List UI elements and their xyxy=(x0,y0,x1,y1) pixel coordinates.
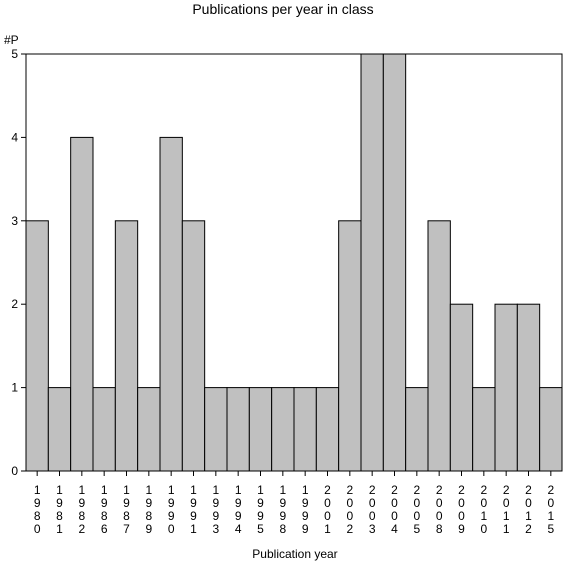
x-ticks-group: 1 9 8 0 1 9 8 1 1 9 8 2 1 9 8 6 1 9 8 7 1 9 8 9 1 9 9 0 1 9 9 1 1 9 9 3 1 9 9 4… xyxy=(34,471,554,536)
y-axis-label: #P xyxy=(4,33,19,47)
bar-2009 xyxy=(449,303,474,472)
bar-1991 xyxy=(181,220,206,472)
y-tick-label: 1 xyxy=(11,381,18,395)
bar-1994 xyxy=(226,387,250,472)
bar-1998 xyxy=(271,387,295,472)
bar-1980 xyxy=(25,220,49,472)
bar-1986 xyxy=(92,387,116,472)
bar-2001 xyxy=(315,387,340,472)
bar-1990 xyxy=(159,136,183,472)
bar-2002 xyxy=(338,220,362,472)
bar-2004 xyxy=(382,53,407,472)
y-tick-label: 2 xyxy=(11,297,18,311)
bar-2015 xyxy=(539,387,563,472)
plot-area-frame xyxy=(25,53,563,472)
bar-1993 xyxy=(204,387,228,472)
bar-2011 xyxy=(494,303,518,472)
bar-2005 xyxy=(405,387,429,472)
y-tick-label: 4 xyxy=(11,130,18,144)
bar-2008 xyxy=(427,220,451,472)
y-tick-label: 5 xyxy=(11,47,18,61)
y-ticks-group: 0 1 2 3 4 5 xyxy=(11,47,26,478)
y-tick-label: 0 xyxy=(11,464,18,478)
bar-2003 xyxy=(360,53,384,472)
chart-title: Publications per year in class xyxy=(192,1,373,17)
bar-1981 xyxy=(47,387,72,472)
x-axis-label: Publication year xyxy=(252,547,337,561)
y-tick-label: 3 xyxy=(11,214,18,228)
bar-1999 xyxy=(293,387,317,472)
bar-1987 xyxy=(114,220,139,472)
bar-2012 xyxy=(516,303,541,472)
bar-1995 xyxy=(248,387,273,472)
bars-group xyxy=(25,53,563,472)
bar-2010 xyxy=(472,387,496,472)
bar-1989 xyxy=(137,387,161,472)
bar-1982 xyxy=(70,136,94,472)
